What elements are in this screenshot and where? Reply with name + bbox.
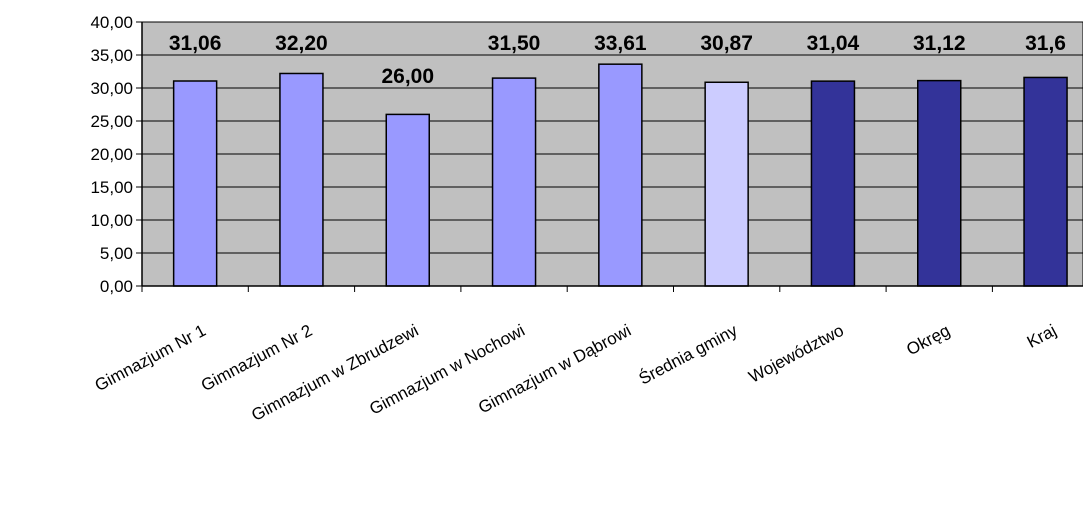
data-label-8: 31,12: [913, 32, 966, 55]
category-label-1: Gimnazjum Nr 1: [92, 321, 209, 395]
y-tick-label: 20,00: [90, 145, 133, 164]
data-label-4: 31,50: [488, 32, 541, 55]
y-tick-label: 5,00: [100, 244, 133, 263]
bar-1: [172, 80, 218, 287]
category-label-9: Kraj: [1024, 321, 1060, 352]
bar-4: [491, 77, 537, 287]
bar-5: [598, 63, 643, 287]
y-tick-label: 35,00: [90, 46, 133, 65]
y-tick-label: 15,00: [90, 178, 133, 197]
category-label-8: Okręg: [903, 321, 953, 360]
bar-8: [917, 79, 962, 287]
y-tick-label: 10,00: [90, 211, 133, 230]
y-tick-label: 40,00: [90, 13, 133, 32]
category-label-6: Średnia gminy: [636, 321, 741, 389]
category-label-3: Gimnazjum w Zbrudzewi: [248, 321, 421, 425]
data-label-1: 31,06: [169, 32, 222, 55]
y-tick-label: 0,00: [100, 277, 133, 296]
data-label-9: 31,6: [1025, 32, 1066, 55]
bar-3: [385, 113, 430, 287]
bar-2: [279, 72, 324, 287]
data-label-7: 31,04: [807, 32, 860, 55]
bar-6: [704, 81, 749, 287]
data-label-2: 32,20: [275, 32, 328, 55]
data-label-6: 30,87: [700, 32, 753, 55]
bar-9: [1023, 76, 1068, 287]
data-label-3: 26,00: [381, 65, 434, 88]
y-tick-label: 25,00: [90, 112, 133, 131]
bar-7: [810, 80, 856, 287]
category-label-7: Województwo: [746, 321, 847, 387]
data-label-5: 33,61: [594, 32, 647, 55]
y-tick-label: 30,00: [90, 79, 133, 98]
